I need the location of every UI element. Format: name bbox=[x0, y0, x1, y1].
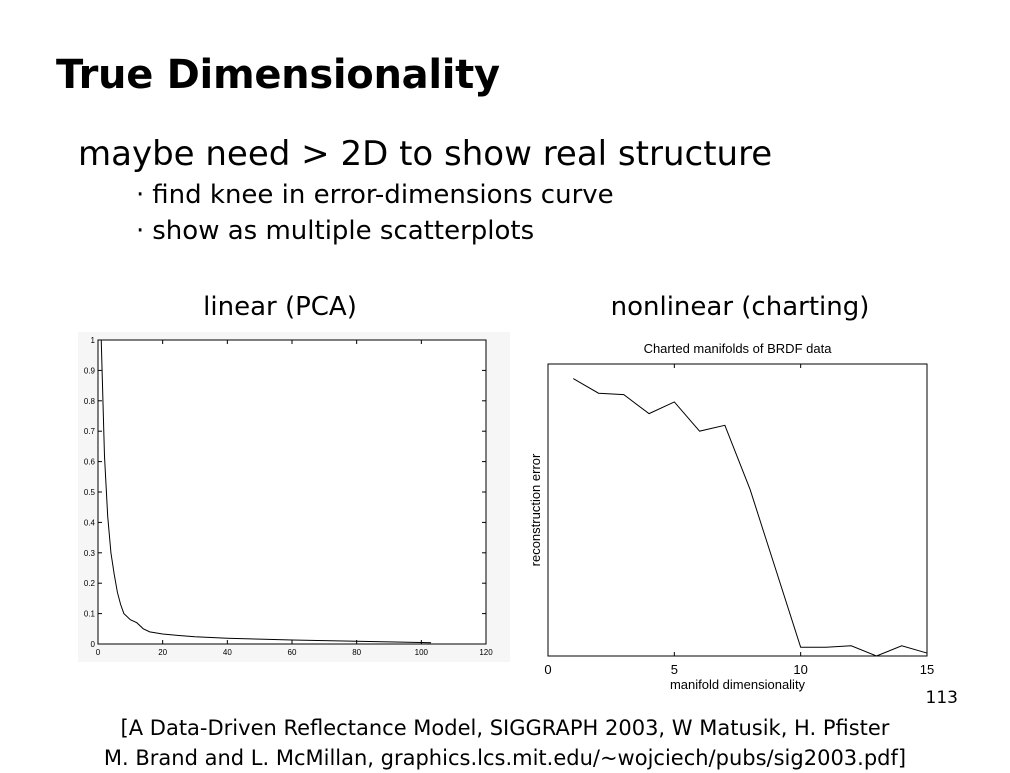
x-tick-label: 0 bbox=[96, 648, 101, 657]
charting-error-chart: 0 5 10 15 Charted manifolds of BRDF data mani… bbox=[528, 341, 934, 692]
sub-bullet-scatterplots: · show as multiple scatterplots bbox=[136, 216, 534, 246]
caption-linear-pca: linear (PCA) bbox=[203, 292, 357, 322]
citation: [A Data-Driven Reflectance Model, SIGGRA… bbox=[0, 713, 1010, 773]
x-tick-label: 100 bbox=[415, 648, 429, 657]
x-axis-label: manifold dimensionality bbox=[670, 677, 806, 692]
plot-frame bbox=[547, 363, 928, 657]
x-tick-label: 60 bbox=[288, 648, 297, 657]
pca-error-chart: 0 20 40 60 80 100 120 0 0.1 0.2 0.3 0.4 0.5 0.6 0.7 0.8… bbox=[78, 332, 510, 662]
x-tick-label: 20 bbox=[158, 648, 167, 657]
y-tick-label: 0.9 bbox=[84, 366, 96, 375]
bullet-dot-icon: · bbox=[136, 180, 145, 210]
y-tick-label: 0.6 bbox=[84, 458, 96, 467]
page-number: 113 bbox=[925, 688, 958, 708]
y-tick-label: 0 bbox=[91, 640, 96, 649]
y-tick-label: 0.7 bbox=[84, 427, 96, 436]
sub-bullet-text: find knee in error-dimensions curve bbox=[152, 180, 614, 210]
x-tick-label: 15 bbox=[920, 662, 934, 677]
y-axis-label: reconstruction error bbox=[528, 453, 543, 566]
main-bullet: maybe need > 2D to show real structure bbox=[78, 134, 773, 174]
y-tick-label: 0.1 bbox=[84, 610, 96, 619]
citation-line-1: [A Data-Driven Reflectance Model, SIGGRA… bbox=[120, 716, 890, 740]
y-tick-label: 0.2 bbox=[84, 579, 96, 588]
sub-bullet-knee: · find knee in error-dimensions curve bbox=[136, 180, 614, 210]
plot-frame bbox=[97, 339, 487, 645]
x-tick-label: 120 bbox=[479, 648, 493, 657]
x-tick-label: 5 bbox=[671, 662, 678, 677]
series-line bbox=[573, 378, 928, 657]
x-tick-label: 80 bbox=[352, 648, 361, 657]
y-tick-label: 0.3 bbox=[84, 549, 96, 558]
y-tick-label: 0.4 bbox=[84, 518, 96, 527]
chart-title: Charted manifolds of BRDF data bbox=[644, 341, 833, 356]
x-tick-label: 10 bbox=[793, 662, 807, 677]
y-tick-label: 0.8 bbox=[84, 397, 96, 406]
y-tick-label: 0.5 bbox=[84, 488, 96, 497]
sub-bullet-text: show as multiple scatterplots bbox=[152, 216, 535, 246]
x-tick-label: 40 bbox=[223, 648, 232, 657]
series-line bbox=[100, 339, 432, 644]
citation-line-2: M. Brand and L. McMillan, graphics.lcs.m… bbox=[103, 746, 907, 770]
caption-nonlinear-charting: nonlinear (charting) bbox=[610, 292, 870, 322]
x-tick-label: 0 bbox=[544, 662, 551, 677]
y-tick-label: 1 bbox=[91, 336, 96, 345]
slide-title: True Dimensionality bbox=[56, 52, 500, 98]
bullet-dot-icon: · bbox=[136, 216, 145, 246]
